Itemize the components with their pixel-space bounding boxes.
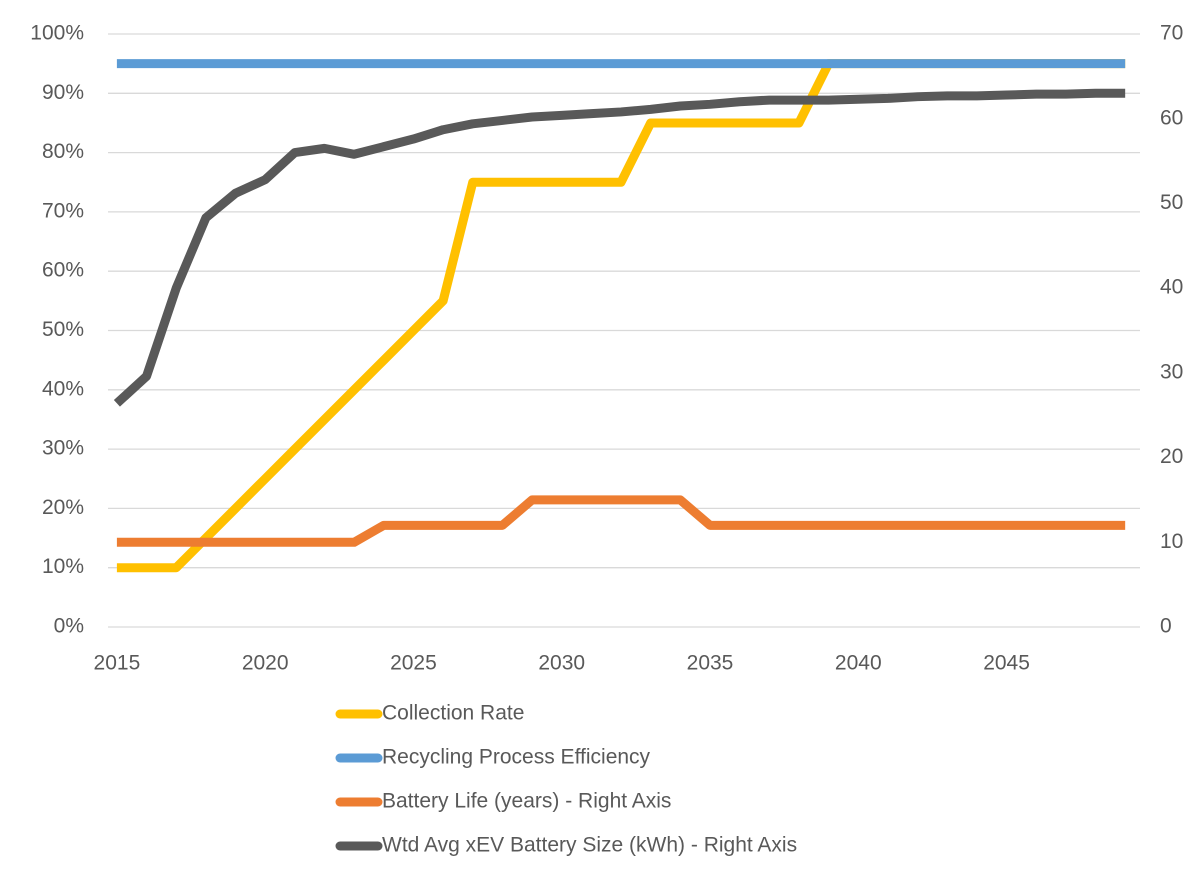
- y2-tick-label: 0: [1160, 615, 1172, 638]
- series-line: [116, 495, 1126, 547]
- y2-tick-label: 40: [1160, 276, 1183, 299]
- x-tick-label: 2040: [835, 652, 882, 675]
- y2-tick-label: 60: [1160, 106, 1183, 129]
- y2-tick-label: 10: [1160, 530, 1183, 553]
- y2-tick-label: 30: [1160, 360, 1183, 383]
- y2-tick-label: 50: [1160, 191, 1183, 214]
- y-tick-label: 80%: [42, 140, 84, 163]
- y-tick-label: 30%: [42, 437, 84, 460]
- y-tick-label: 0%: [54, 615, 84, 638]
- x-tick-label: 2035: [687, 652, 734, 675]
- y-tick-label: 100%: [30, 22, 84, 45]
- x-tick-label: 2045: [983, 652, 1030, 675]
- y-tick-label: 40%: [42, 377, 84, 400]
- series-line: [113, 88, 1126, 407]
- y2-tick-label: 70: [1160, 22, 1183, 45]
- y2-tick-label: 20: [1160, 445, 1183, 468]
- x-tick-label: 2030: [538, 652, 585, 675]
- legend-label: Wtd Avg xEV Battery Size (kWh) - Right A…: [382, 834, 797, 857]
- y-tick-label: 90%: [42, 81, 84, 104]
- legend-label: Collection Rate: [382, 702, 524, 725]
- y-tick-label: 60%: [42, 259, 84, 282]
- y-tick-label: 70%: [42, 199, 84, 222]
- legend-label: Recycling Process Efficiency: [382, 746, 651, 769]
- y-tick-label: 10%: [42, 555, 84, 578]
- legend-label: Battery Life (years) - Right Axis: [382, 790, 671, 813]
- y-tick-label: 50%: [42, 318, 84, 341]
- x-tick-label: 2020: [242, 652, 289, 675]
- x-tick-label: 2025: [390, 652, 437, 675]
- series-line: [116, 59, 1126, 573]
- x-tick-label: 2015: [94, 652, 141, 675]
- y-tick-label: 20%: [42, 496, 84, 519]
